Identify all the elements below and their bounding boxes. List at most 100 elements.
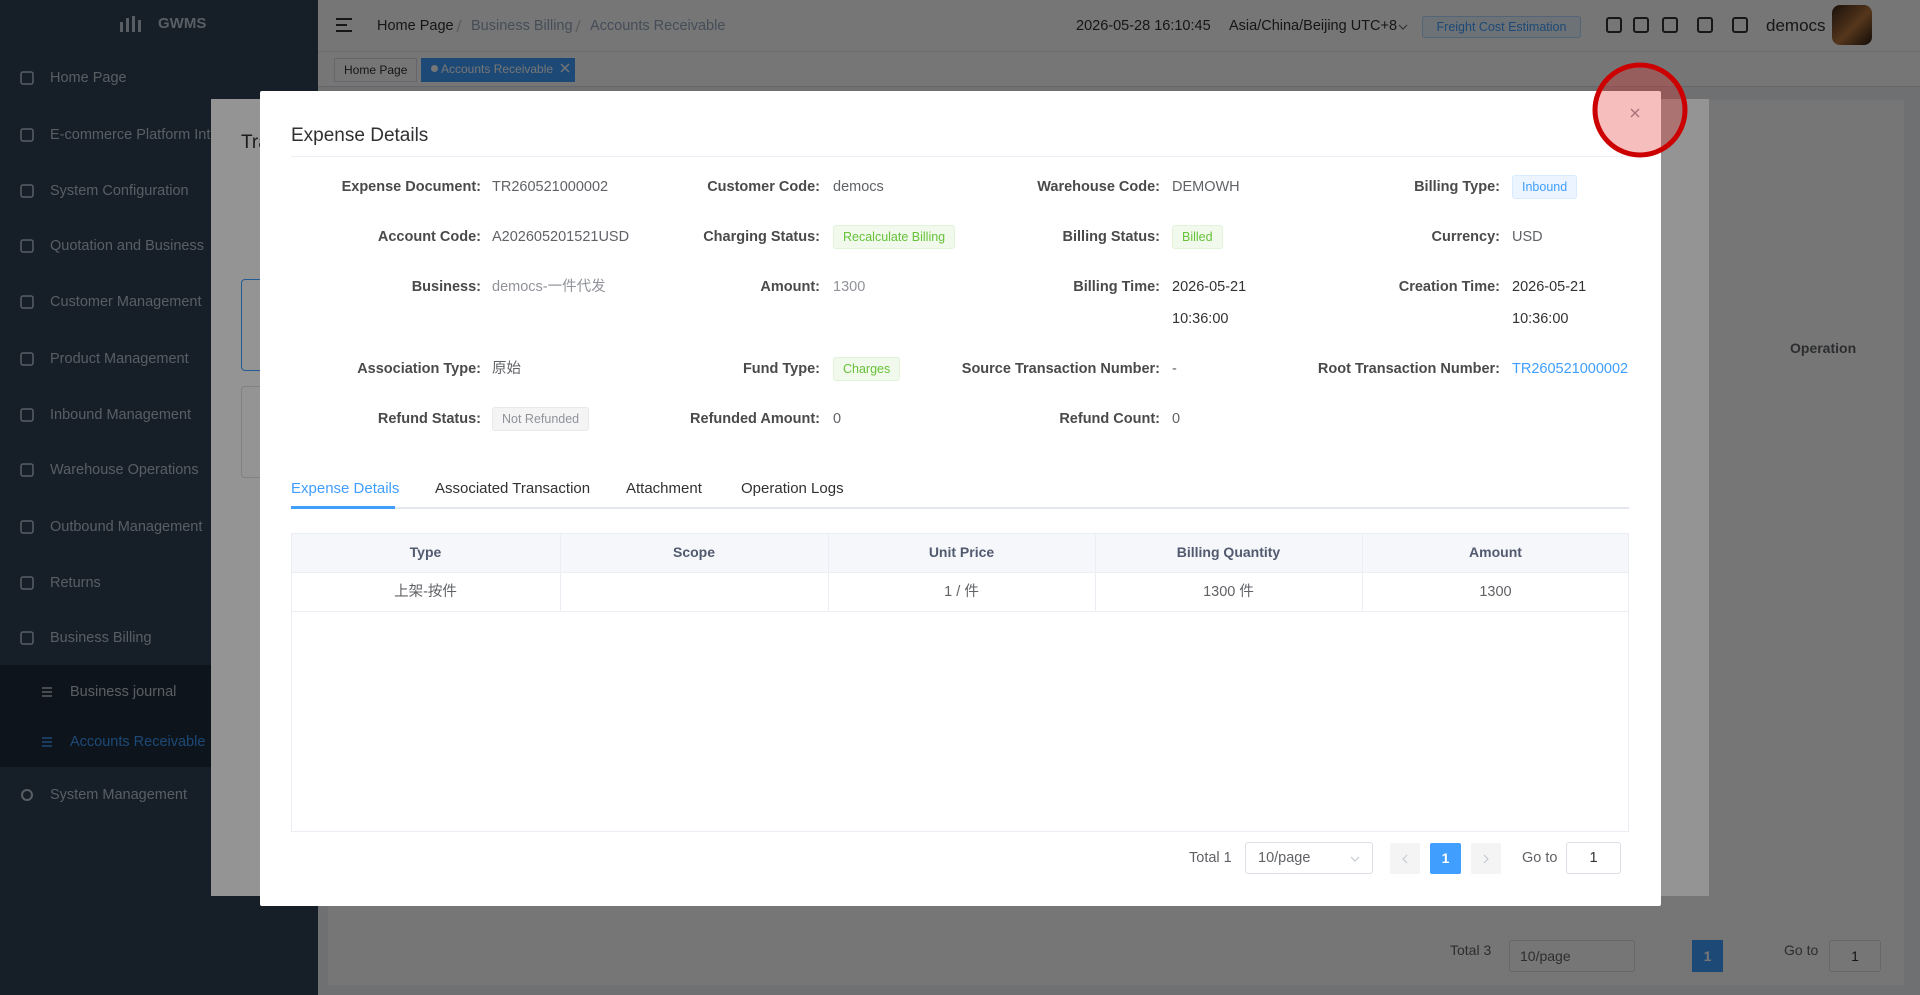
breadcrumb: Accounts Receivable bbox=[590, 18, 726, 34]
field-label: Refunded Amount: bbox=[690, 411, 820, 427]
modal-close[interactable] bbox=[1628, 106, 1642, 120]
menu-item[interactable]: Returns bbox=[50, 575, 101, 591]
menu-item[interactable]: E-commerce Platform Int bbox=[50, 127, 211, 143]
menu-icon-glyph bbox=[21, 789, 33, 801]
link-value[interactable]: TR260521000002 bbox=[1512, 361, 1629, 377]
status-tag: Not Refunded bbox=[492, 407, 590, 431]
menu-item[interactable]: Customer Management bbox=[50, 294, 202, 310]
table-header: Operation bbox=[1790, 340, 1857, 356]
menu-icon bbox=[20, 352, 34, 366]
menu-icon bbox=[20, 239, 34, 253]
field-label: Billing Status: bbox=[1062, 229, 1160, 245]
next-arrow bbox=[1481, 852, 1491, 864]
page-number[interactable]: 1 bbox=[1430, 843, 1461, 874]
page-number[interactable]: 1 bbox=[1692, 940, 1723, 972]
breadcrumb: Business Billing bbox=[471, 18, 573, 34]
toolbar-icon[interactable] bbox=[1605, 16, 1623, 34]
status-tag: Charges bbox=[833, 357, 901, 381]
field-label: Refund Count: bbox=[1059, 411, 1160, 427]
field-label: Creation Time: bbox=[1398, 279, 1500, 295]
menu-icon bbox=[20, 520, 34, 534]
hamburger[interactable] bbox=[335, 17, 353, 33]
breadcrumb-sep bbox=[455, 18, 463, 34]
toolbar-icon[interactable] bbox=[1661, 16, 1679, 34]
menu-icon bbox=[20, 576, 34, 590]
modal-close-glyph bbox=[1630, 108, 1640, 118]
breadcrumb[interactable]: Home Page bbox=[377, 18, 454, 34]
table-row-line bbox=[292, 611, 1628, 612]
table-header: Unit Price bbox=[928, 544, 995, 560]
tag-dot bbox=[431, 65, 438, 72]
submenu-icon bbox=[40, 685, 54, 699]
submenu-item[interactable]: Business journal bbox=[70, 684, 177, 700]
tab[interactable]: Operation Logs bbox=[741, 480, 844, 497]
field-label: Account Code: bbox=[377, 229, 481, 245]
tag-view-active[interactable]: Accounts Receivable bbox=[421, 58, 576, 82]
chevron-glyph bbox=[1350, 856, 1360, 862]
pagination-total: Total 3 bbox=[1450, 942, 1492, 958]
table-cell: 上架-按件 bbox=[394, 584, 457, 600]
table-header: Billing Quantity bbox=[1176, 544, 1281, 560]
menu-item[interactable]: Business Billing bbox=[50, 630, 152, 646]
next[interactable] bbox=[1471, 843, 1501, 874]
page-size-select[interactable]: 10/page bbox=[1509, 940, 1635, 972]
page-size-select[interactable]: 10/page bbox=[1245, 842, 1373, 874]
menu-item[interactable]: Inbound Management bbox=[50, 407, 192, 423]
field-value: TR260521000002 bbox=[492, 179, 609, 195]
freight-button[interactable]: Freight Cost Estimation bbox=[1422, 16, 1581, 38]
menu-item[interactable]: Warehouse Operations bbox=[50, 462, 199, 478]
menu-icon-glyph bbox=[20, 128, 34, 142]
toolbar-icon[interactable] bbox=[1731, 16, 1749, 34]
col-line bbox=[1362, 534, 1363, 611]
menu-icon bbox=[20, 408, 34, 422]
username[interactable]: democs bbox=[1766, 16, 1826, 35]
table-header: Amount bbox=[1469, 544, 1522, 560]
menu-item[interactable]: System Management bbox=[50, 787, 188, 803]
menu-icon-glyph bbox=[20, 631, 34, 645]
pagination-total: Total 1 bbox=[1189, 850, 1232, 866]
goto-input[interactable]: 1 bbox=[1566, 842, 1621, 874]
tab[interactable]: Associated Transaction bbox=[435, 480, 591, 497]
submenu-item[interactable]: Accounts Receivable bbox=[70, 734, 206, 750]
tag-close[interactable] bbox=[558, 61, 572, 75]
tabs-line bbox=[291, 507, 1629, 509]
field-label: Business: bbox=[411, 279, 481, 295]
field-label: Warehouse Code: bbox=[1037, 179, 1160, 195]
menu-item[interactable]: Home Page bbox=[50, 70, 127, 86]
field-value: 原始 bbox=[492, 361, 521, 377]
breadcrumb-sep-glyph bbox=[456, 19, 462, 33]
breadcrumb-sep-glyph bbox=[575, 19, 581, 33]
table-cell: 1300 件 bbox=[1203, 584, 1254, 600]
menu-icon-glyph bbox=[20, 576, 34, 590]
menu-item[interactable]: Outbound Management bbox=[50, 519, 203, 535]
divider bbox=[291, 156, 1629, 157]
tab[interactable]: Expense Details bbox=[291, 480, 400, 497]
menu-icon bbox=[20, 631, 34, 645]
field-label: Currency: bbox=[1431, 229, 1501, 245]
col-line bbox=[828, 534, 829, 611]
toolbar-icon[interactable] bbox=[1696, 16, 1714, 34]
logo bbox=[118, 14, 142, 32]
tab[interactable]: Attachment bbox=[626, 480, 702, 497]
menu-item[interactable]: Product Management bbox=[50, 351, 189, 367]
table-cell: 1300 bbox=[1479, 584, 1512, 600]
field-value: A202605201521USD bbox=[492, 229, 630, 245]
prev[interactable] bbox=[1390, 843, 1420, 874]
menu-item[interactable]: Quotation and Business bbox=[50, 238, 204, 254]
toolbar-icon-glyph bbox=[1633, 17, 1649, 33]
table bbox=[291, 533, 1629, 832]
toolbar-icon-glyph bbox=[1732, 17, 1748, 33]
field-value: 0 bbox=[833, 411, 842, 427]
tag-view[interactable]: Home Page bbox=[334, 58, 418, 82]
breadcrumb-sep bbox=[574, 18, 582, 34]
menu-item[interactable]: System Configuration bbox=[50, 183, 189, 199]
field-value: 1300 bbox=[833, 279, 866, 295]
goto-input[interactable]: 1 bbox=[1829, 940, 1881, 972]
status-tag: Billed bbox=[1172, 225, 1223, 249]
menu-icon-glyph bbox=[20, 352, 34, 366]
table-head bbox=[292, 534, 1628, 573]
timezone[interactable]: Asia/China/Beijing UTC+8 bbox=[1229, 18, 1398, 34]
toolbar-icon[interactable] bbox=[1632, 16, 1650, 34]
avatar[interactable] bbox=[1832, 5, 1872, 45]
